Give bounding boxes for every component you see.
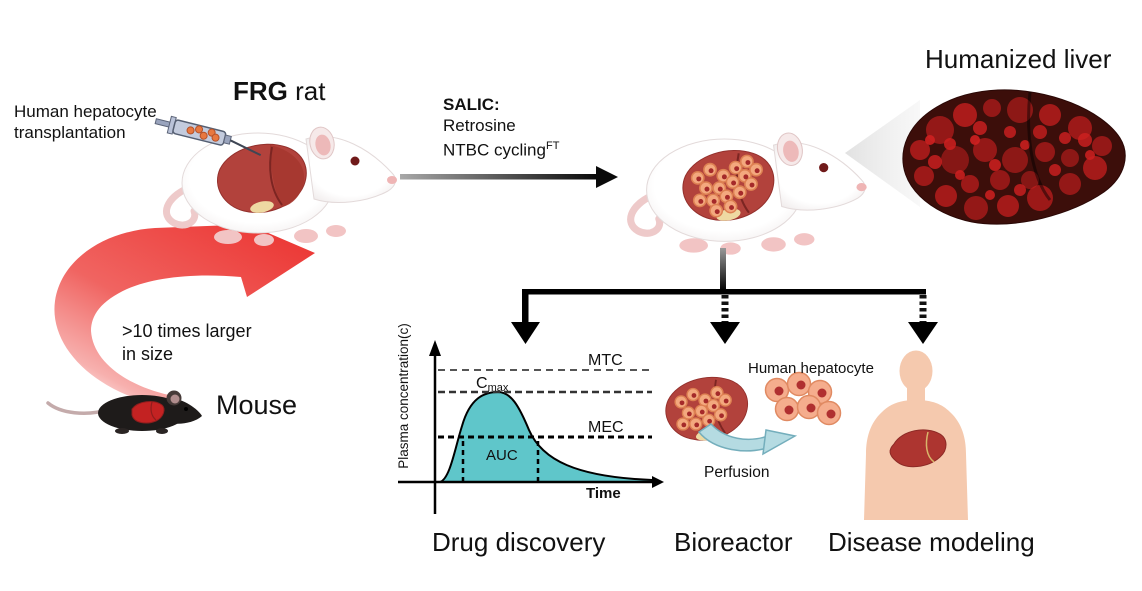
size-note-line1: >10 times larger: [122, 321, 252, 341]
transplantation-caption: Human hepatocyte transplantation: [14, 101, 157, 143]
rat-foot: [761, 237, 786, 252]
branch-bar: [522, 289, 926, 295]
rat-nose: [856, 183, 867, 192]
salic-superscript: FT: [545, 140, 560, 152]
mec-label: MEC: [588, 419, 624, 436]
branch-connector: [511, 248, 938, 344]
frg-rat-label-bold: FRG: [233, 76, 288, 106]
mouse-illustration: [46, 390, 202, 434]
rat-tail: [163, 184, 199, 229]
pk-curve-area: [439, 390, 653, 483]
humanized-liver-speckles: [910, 97, 1112, 220]
size-comparison-arrow: [54, 217, 315, 407]
mouse-foot: [156, 428, 168, 434]
salic-line1: Retrosine: [443, 116, 516, 135]
rat-liver: [217, 143, 307, 213]
cmax-label: Cmax: [476, 375, 509, 394]
salic-title: SALIC:: [443, 95, 500, 114]
repopulated-liver: [682, 150, 775, 221]
zoom-cone: [845, 100, 920, 207]
application-bioreactor: Bioreactor: [674, 527, 793, 557]
syringe-icon: [154, 115, 262, 156]
rat-foot: [294, 229, 318, 243]
rat-foot: [679, 238, 708, 253]
time-label: Time: [586, 485, 621, 502]
application-drug-discovery: Drug discovery: [432, 527, 606, 557]
humanized-liver-illustration: [902, 89, 1126, 225]
mouse-liver: [131, 401, 165, 424]
salic-arrow: [400, 166, 618, 188]
curved-arrow-shape: [54, 217, 315, 407]
humanized-liver-label: Humanized liver: [925, 44, 1112, 74]
bioreactor-illustration: [665, 371, 842, 456]
mtc-label: MTC: [588, 352, 623, 369]
transplantation-line2: transplantation: [14, 123, 126, 142]
mouse-eye: [184, 407, 188, 411]
human-head: [899, 350, 933, 392]
salic-line2: NTBC cyclingFT: [443, 140, 560, 160]
rat-nose: [387, 176, 397, 184]
frg-rat-label-rest: rat: [287, 76, 326, 106]
rat-foot: [254, 234, 274, 246]
humanized-rat-illustration: [627, 132, 867, 255]
frg-rat-illustration: [163, 126, 397, 246]
perfusion-label: Perfusion: [704, 464, 770, 481]
y-axis-label: Plasma concentration(c): [396, 323, 411, 469]
size-note-line2: in size: [122, 344, 174, 364]
frg-rat-label: FRG rat: [233, 76, 325, 107]
branch-arrow-left: [511, 294, 540, 344]
pk-chart: MTC Cmax MEC AUC Time Plasma concentrati…: [396, 323, 664, 514]
perfusion-arrow: [697, 423, 798, 456]
application-disease-modeling: Disease modeling: [828, 527, 1035, 557]
salic-caption: SALIC: Retrosine NTBC cyclingFT: [443, 94, 559, 161]
branch-arrow-right: [908, 295, 938, 344]
rat-foot: [794, 233, 815, 246]
transplantation-line1: Human hepatocyte: [14, 102, 157, 121]
rat-eye: [350, 156, 360, 166]
branch-arrow-middle: [710, 295, 740, 344]
human-neck: [907, 386, 925, 404]
branch-stem: [720, 248, 726, 291]
rat-tail: [627, 191, 664, 237]
mouse-foot: [115, 428, 129, 434]
x-axis-arrowhead: [652, 476, 664, 488]
auc-label: AUC: [486, 447, 518, 464]
y-axis-arrowhead: [429, 340, 441, 356]
mouse-label: Mouse: [216, 390, 298, 420]
rat-foot: [326, 225, 346, 237]
hepatocyte-cluster: [764, 371, 842, 426]
rat-ear-inner: [783, 140, 799, 162]
rat-eye: [819, 163, 829, 173]
size-note: >10 times larger in size: [122, 320, 252, 366]
rat-foot: [214, 230, 242, 244]
hepatocyte-nuclei: [696, 160, 760, 215]
human-hepatocyte-label: Human hepatocyte: [748, 360, 874, 377]
human-silhouette: [864, 350, 968, 520]
human-liver: [889, 429, 947, 468]
rat-ear-inner: [315, 134, 331, 156]
mouse-ear-inner: [170, 394, 180, 404]
humanized-liver-crease: [1027, 91, 1052, 201]
